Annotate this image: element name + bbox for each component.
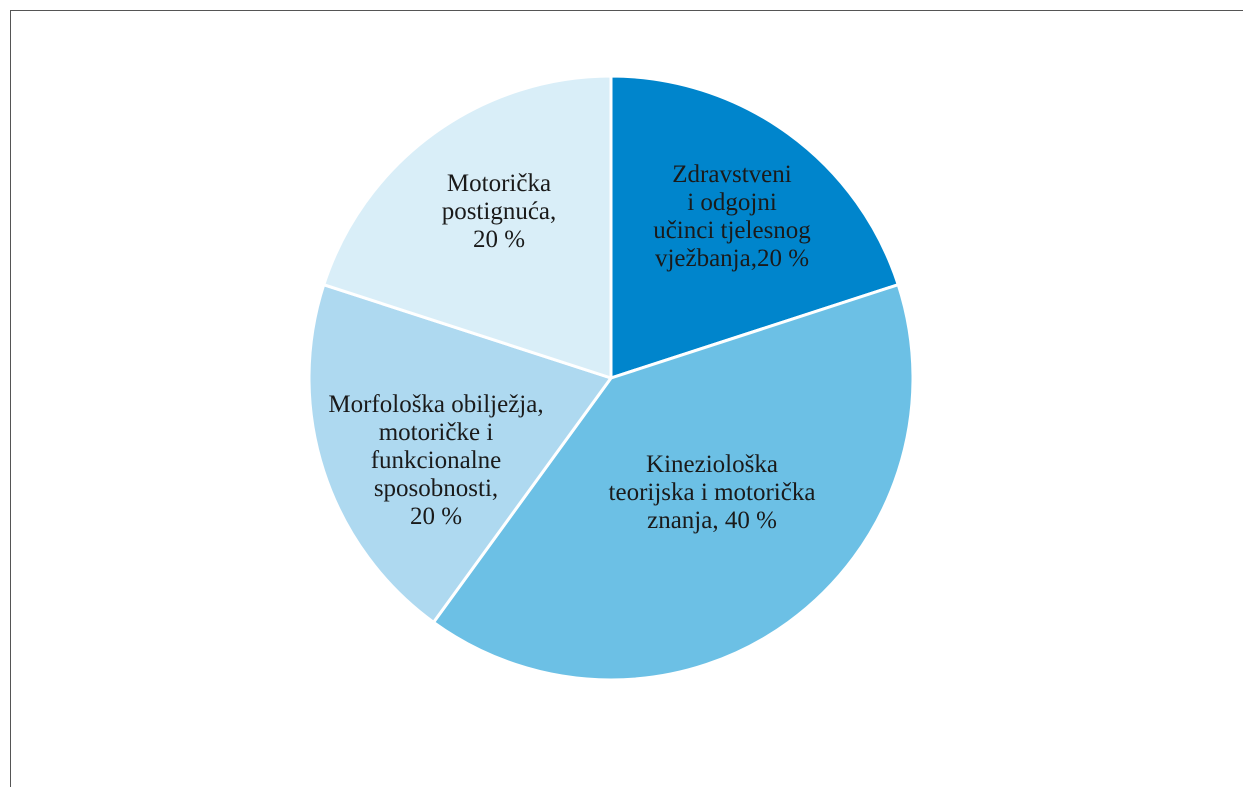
- pie-slice-label-line: motoričke i: [379, 419, 494, 446]
- pie-slice-label-line: Motorička: [447, 170, 551, 197]
- pie-slice-3: [307, 283, 613, 624]
- pie-slice-label-line: vježbanja,20 %: [655, 245, 809, 272]
- pie-slice-label-2: Kineziološka teorijska i motorička znanja,…: [609, 451, 816, 534]
- pie-slice-label-line: Kineziološka: [646, 451, 778, 478]
- pie-slice-label-1: Zdravstveni i odgojni učinci tjelesnog vjež…: [653, 161, 811, 272]
- pie-slice-label-line: znanja, 40 %: [647, 507, 777, 534]
- pie-slice-label-line: teorijska i motorička: [609, 479, 816, 506]
- pie-slice-2: [431, 283, 915, 682]
- pie-slice-label-line: 20 %: [410, 503, 462, 530]
- pie-slices: [307, 74, 915, 682]
- pie-labels: Zdravstveni i odgojni učinci tjelesnog vjež…: [328, 161, 815, 534]
- pie-slice-label-line: funkcionalne: [371, 447, 502, 474]
- pie-slice-4: [322, 74, 613, 380]
- pie-slice-label-line: sposobnosti,: [374, 475, 498, 502]
- pie-slice-label-line: postignuća,: [442, 198, 557, 225]
- pie-slice-label-4: Motorička postignuća, 20 %: [442, 170, 557, 253]
- pie-slice-label-line: i odgojni: [687, 189, 777, 216]
- pie-slice-label-3: Morfološka obilježja, motoričke i funkcion…: [328, 391, 543, 530]
- pie-slice-1: [609, 74, 900, 380]
- pie-slice-label-line: Morfološka obilježja,: [328, 391, 543, 418]
- pie-slice-label-line: Zdravstveni: [672, 161, 791, 188]
- pie-slice-label-line: učinci tjelesnog: [653, 217, 811, 244]
- pie-slice-label-line: 20 %: [473, 226, 525, 253]
